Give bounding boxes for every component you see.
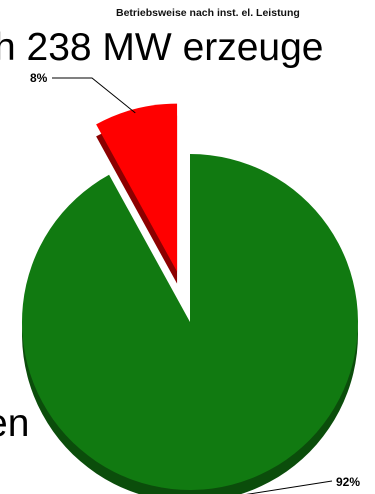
leader-line-92-percent <box>245 480 333 494</box>
background-body-text: en <box>0 402 30 445</box>
chart-title: Betriebsweise nach inst. el. Leistung <box>116 7 300 19</box>
background-heading-text: h 238 MW erzeuge <box>0 26 324 69</box>
data-label-8-percent: 8% <box>30 71 48 85</box>
leader-line-8-percent <box>52 77 136 114</box>
data-label-92-percent: 92% <box>336 475 360 489</box>
pie-slice-8-percent <box>96 103 178 272</box>
pie-slice-92-percent <box>21 154 359 490</box>
